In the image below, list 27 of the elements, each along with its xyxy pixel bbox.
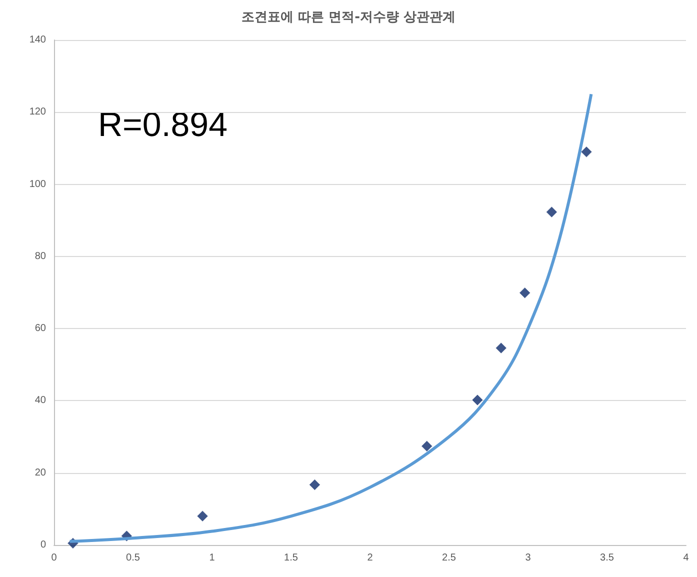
y-tick-label: 20 xyxy=(34,467,46,478)
point xyxy=(196,510,208,522)
point xyxy=(308,479,320,491)
y-tick-label: 100 xyxy=(29,178,46,190)
y-tick-label: 140 xyxy=(29,34,46,46)
x-tick-label: 2.5 xyxy=(442,552,456,564)
point xyxy=(421,440,433,452)
x-tick-label: 0 xyxy=(51,552,58,564)
point xyxy=(580,146,592,158)
y-tick-label: 120 xyxy=(29,106,46,118)
chart-title: 조견표에 따른 면적-저수량 상관관계 xyxy=(242,10,456,25)
x-tick-label: 3 xyxy=(525,552,532,564)
point xyxy=(472,394,484,406)
annotation: R=0.894 xyxy=(98,106,228,144)
y-tick-label: 60 xyxy=(34,323,46,334)
y-tick-label: 40 xyxy=(34,395,46,406)
x-tick-label: 1 xyxy=(209,552,216,564)
y-tick-label: 0 xyxy=(40,540,46,550)
x-tick-label: 4 xyxy=(683,552,690,564)
x-tick-label: 2 xyxy=(367,552,374,564)
point xyxy=(519,287,531,299)
y-tick-label: 80 xyxy=(34,250,46,262)
point xyxy=(546,206,558,218)
x-tick-label: 0.5 xyxy=(126,552,140,564)
x-tick-label: 1.5 xyxy=(284,552,298,564)
point xyxy=(495,342,507,354)
x-tick-label: 3.5 xyxy=(600,552,614,564)
